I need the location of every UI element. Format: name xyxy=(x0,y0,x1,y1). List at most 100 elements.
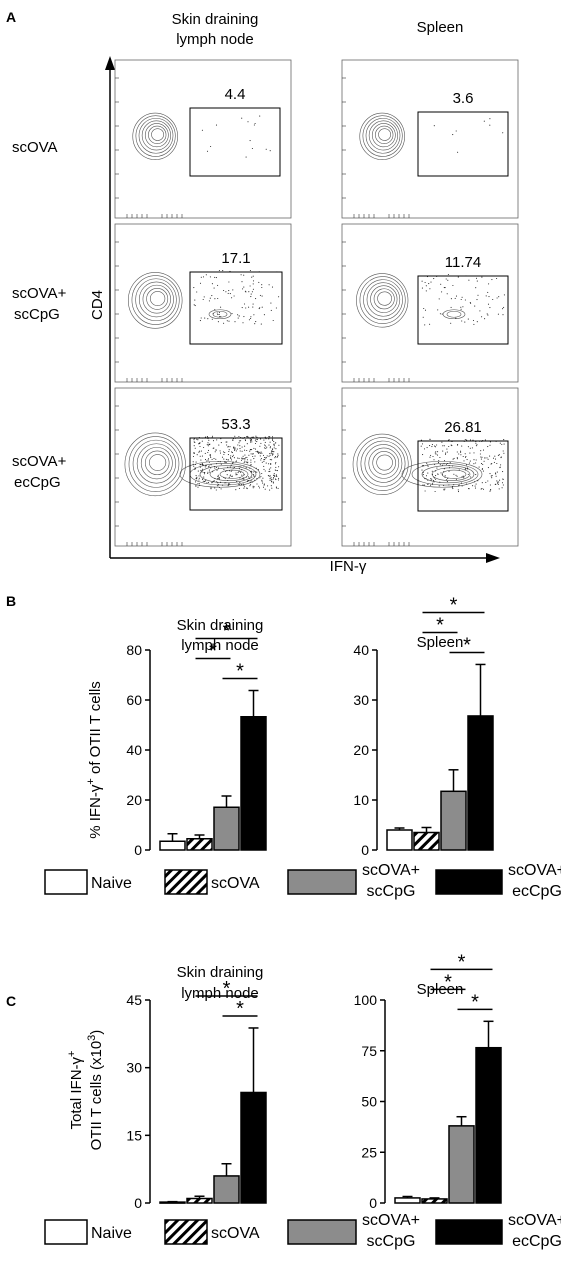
event-dot xyxy=(458,484,460,486)
event-dot xyxy=(240,471,242,473)
event-dot xyxy=(439,481,441,483)
event-dot xyxy=(237,317,239,319)
event-dot xyxy=(472,319,475,322)
event-dot xyxy=(272,451,274,453)
event-dot xyxy=(249,285,251,287)
event-dot xyxy=(241,478,243,480)
event-dot xyxy=(243,286,245,288)
event-dot xyxy=(231,452,233,454)
event-dot xyxy=(213,287,215,289)
event-dot xyxy=(216,463,218,465)
event-dot xyxy=(197,470,199,472)
event-dot xyxy=(477,480,479,482)
event-dot xyxy=(275,461,277,464)
contour-ring xyxy=(356,437,409,491)
event-dot xyxy=(269,470,271,472)
event-dot xyxy=(494,458,497,460)
event-dot xyxy=(455,295,458,297)
panel-c-y-axis-line1: Total IFN-γ+ xyxy=(66,1051,85,1130)
event-dot xyxy=(273,473,275,475)
event-dot xyxy=(220,306,222,308)
event-dot xyxy=(261,461,263,463)
event-dot xyxy=(274,478,277,480)
event-dot xyxy=(257,451,259,453)
event-dot xyxy=(230,455,232,457)
panel-letter-b: B xyxy=(6,593,16,609)
event-dot xyxy=(249,485,251,487)
event-dot xyxy=(481,467,483,470)
gate-box xyxy=(417,440,509,512)
event-dot xyxy=(198,477,200,479)
contour-ring xyxy=(135,115,176,157)
event-dot xyxy=(433,125,435,127)
event-dot xyxy=(206,150,209,152)
event-dot xyxy=(250,459,252,461)
gate-value: 4.4 xyxy=(225,86,246,103)
event-dot xyxy=(226,474,228,476)
event-dot xyxy=(451,465,454,467)
event-dot xyxy=(237,444,239,446)
flow-plot-r1-c1: 4.4 xyxy=(114,59,292,219)
event-dot xyxy=(233,295,235,297)
event-dot xyxy=(256,483,258,485)
event-dot xyxy=(207,318,209,320)
event-dot xyxy=(437,473,439,475)
event-dot xyxy=(443,484,445,486)
event-dot xyxy=(433,278,435,280)
event-dot xyxy=(229,293,231,295)
event-dot xyxy=(482,449,485,451)
event-dot xyxy=(495,475,497,477)
event-dot xyxy=(443,445,445,447)
event-dot xyxy=(496,462,498,465)
event-dot xyxy=(239,484,241,486)
event-dot xyxy=(421,443,424,445)
event-dot xyxy=(478,466,480,468)
event-dot xyxy=(192,463,194,465)
event-dot xyxy=(193,445,195,447)
event-dot xyxy=(228,320,230,322)
contour-ring xyxy=(363,279,403,321)
event-dot xyxy=(233,446,235,448)
event-dot xyxy=(487,467,489,469)
event-dot xyxy=(208,300,210,302)
event-dot xyxy=(503,443,505,445)
event-dot xyxy=(259,445,261,447)
event-dot xyxy=(485,481,487,483)
y-tick-label: 20 xyxy=(353,742,369,758)
event-dot xyxy=(425,290,427,292)
event-dot xyxy=(431,473,434,475)
event-dot xyxy=(464,456,467,458)
event-dot xyxy=(502,308,504,310)
event-dot xyxy=(232,456,234,458)
contour-ring xyxy=(132,112,178,160)
legend-swatch-2 xyxy=(164,869,208,895)
event-dot xyxy=(460,482,462,484)
event-dot xyxy=(272,482,274,484)
event-dot xyxy=(238,470,240,472)
contour-ring xyxy=(128,436,183,492)
event-dot xyxy=(207,472,209,475)
event-dot xyxy=(246,487,248,489)
event-dot xyxy=(435,475,437,477)
event-dot xyxy=(193,452,195,454)
event-dot xyxy=(489,441,491,443)
event-dot xyxy=(200,469,202,471)
event-dot xyxy=(434,470,437,472)
event-dot xyxy=(202,298,204,301)
contour-ring xyxy=(370,285,398,313)
event-dot xyxy=(277,455,279,458)
event-dot xyxy=(273,443,275,445)
event-dot xyxy=(199,442,201,444)
event-dot xyxy=(214,298,216,300)
event-dot xyxy=(278,296,280,298)
event-dot xyxy=(253,486,255,488)
event-dot xyxy=(195,461,197,463)
gate-value: 17.1 xyxy=(221,250,250,267)
event-dot xyxy=(489,490,491,492)
event-dot xyxy=(208,443,210,445)
event-dot xyxy=(240,484,242,486)
gate-value: 11.74 xyxy=(445,254,481,271)
event-dot xyxy=(424,490,426,492)
event-dot xyxy=(248,319,250,321)
event-dot xyxy=(499,442,501,444)
